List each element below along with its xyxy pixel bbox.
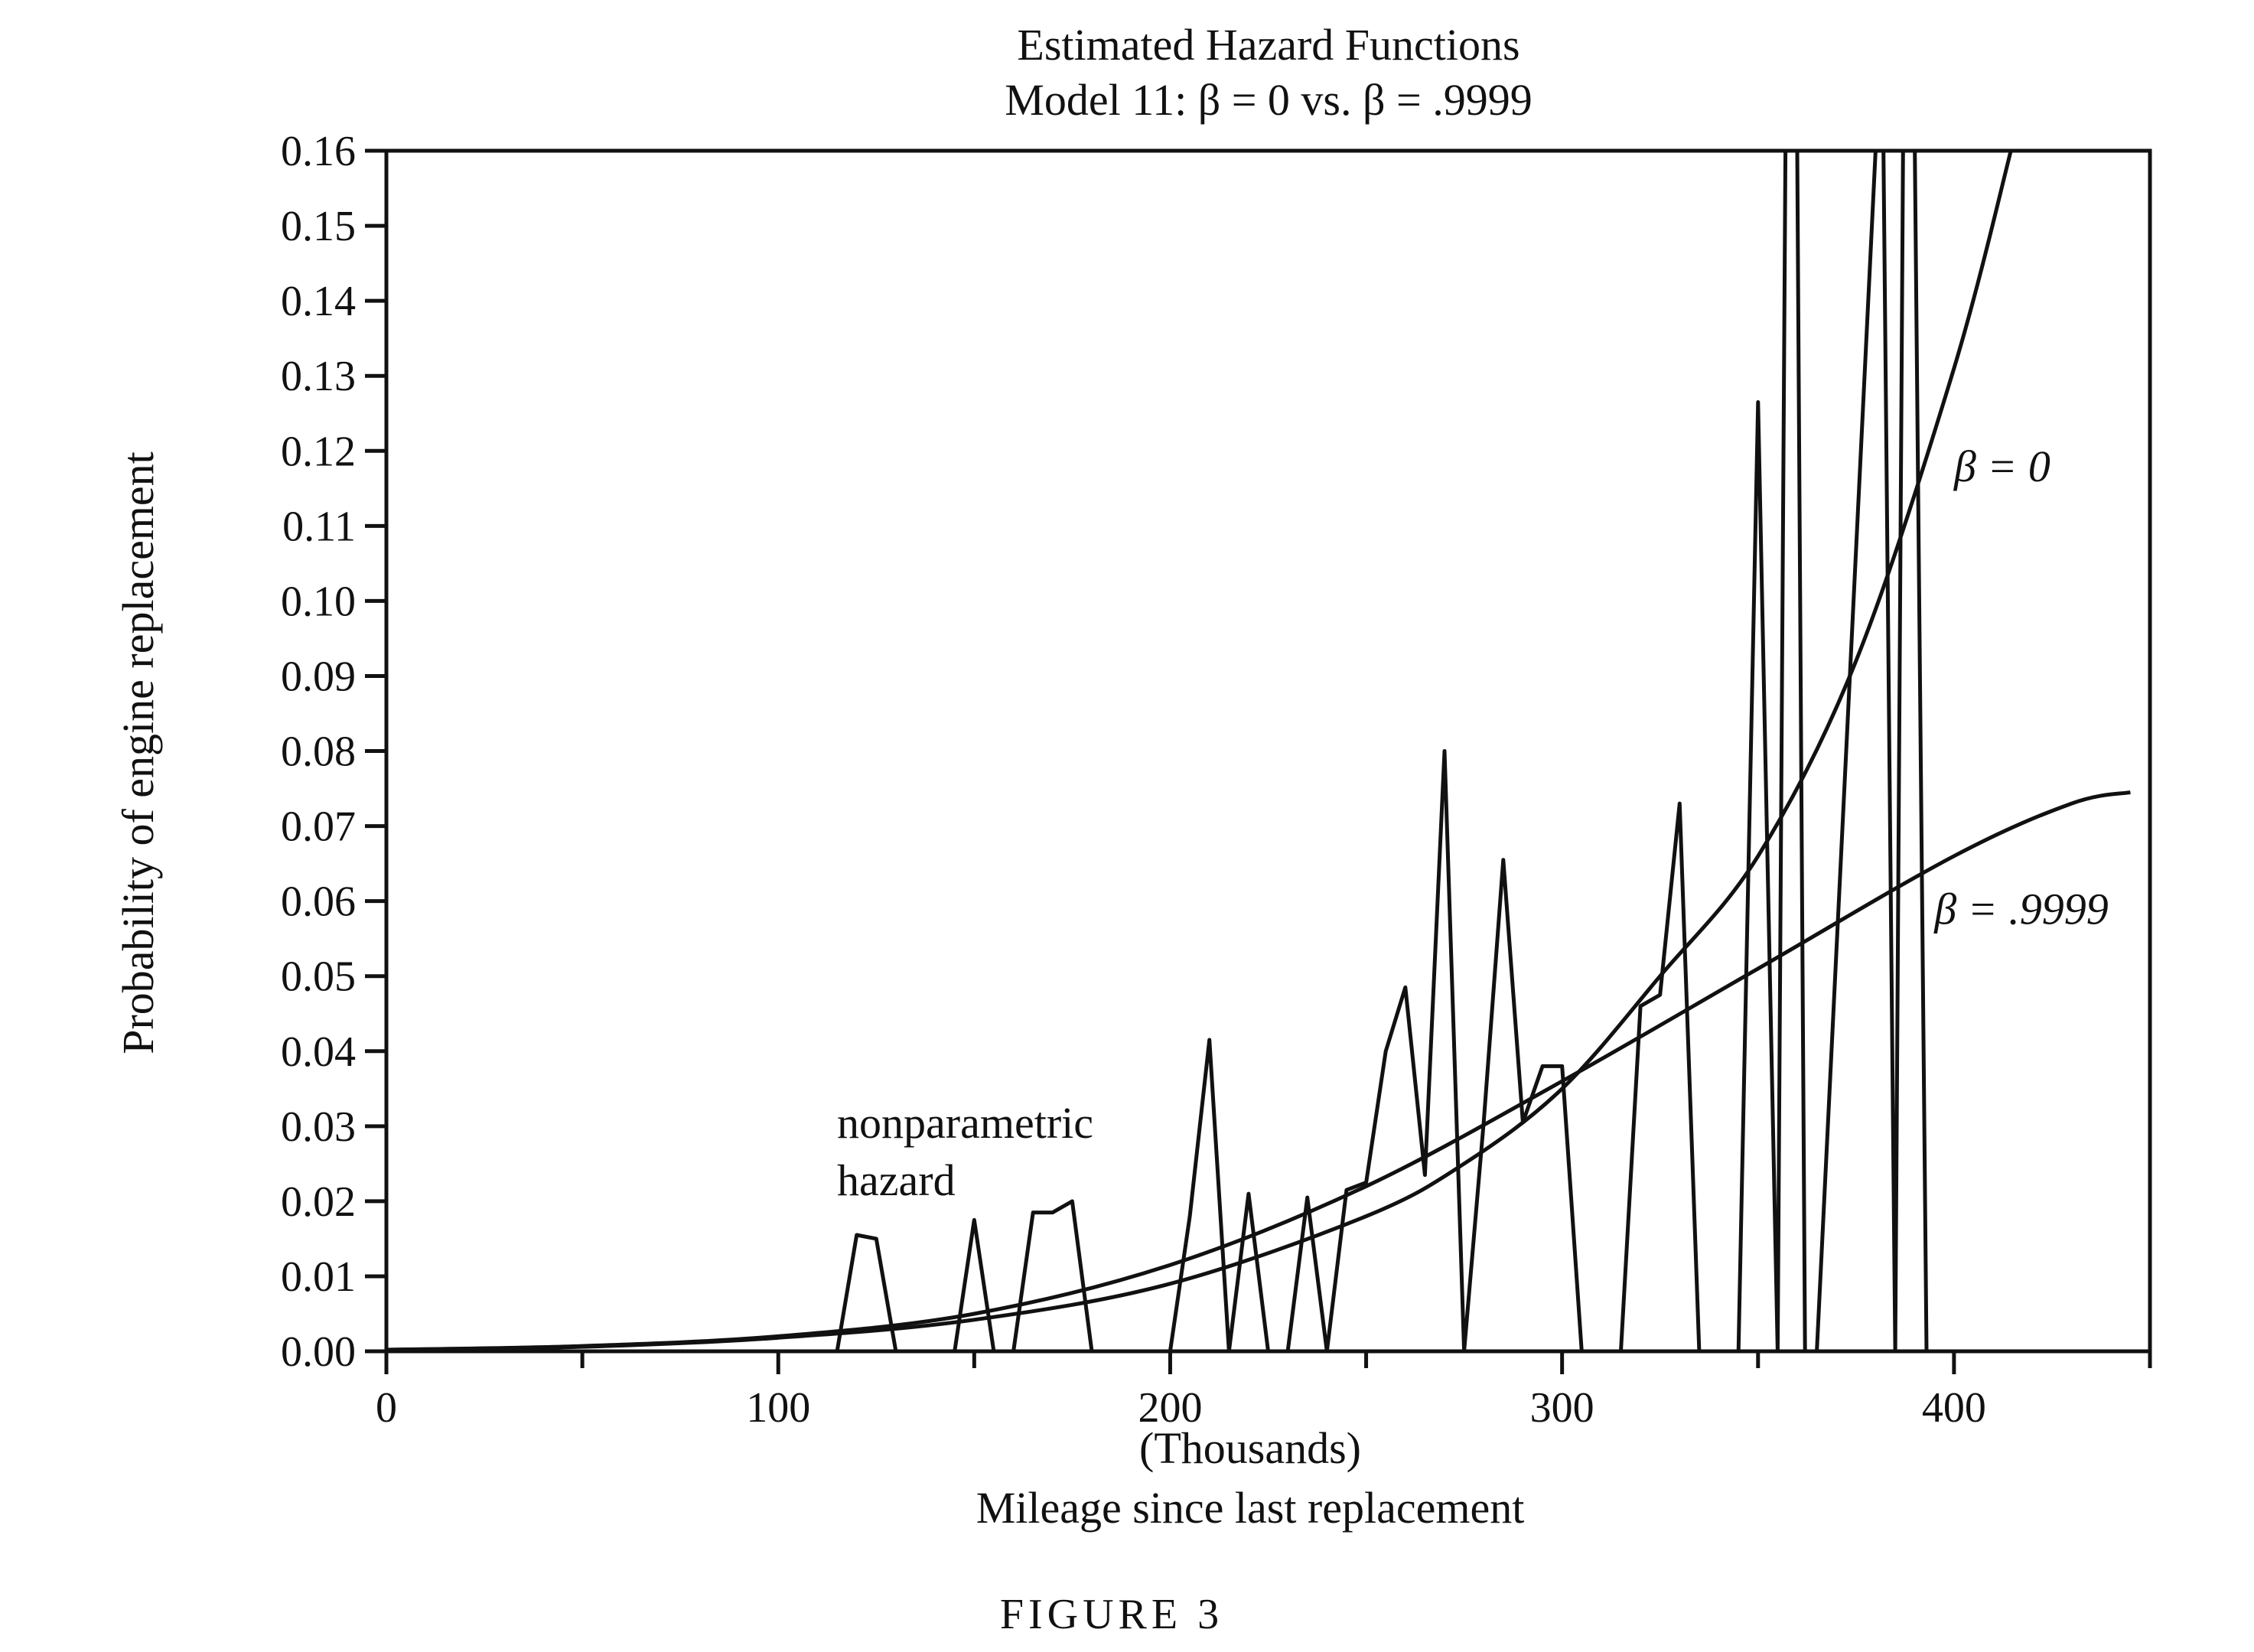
y-tick-label: 0.11 <box>282 503 356 550</box>
x-tick-label: 100 <box>746 1384 810 1432</box>
y-tick-label: 0.07 <box>281 803 356 851</box>
y-tick-label: 0.03 <box>281 1103 356 1151</box>
y-tick-label: 0.10 <box>281 578 356 625</box>
x-tick-label: 0 <box>376 1384 397 1432</box>
y-tick-label: 0.02 <box>281 1178 356 1226</box>
x-tick-label: 300 <box>1530 1384 1594 1432</box>
y-tick-label: 0.08 <box>281 728 356 776</box>
figure-caption: FIGURE 3 <box>1000 1591 1223 1638</box>
y-tick-label: 0.04 <box>281 1028 356 1076</box>
annotation-nonparametric-hazard: nonparametric hazard <box>837 1098 1104 1205</box>
y-tick-label: 0.13 <box>281 353 356 400</box>
x-tick-label: 400 <box>1922 1384 1986 1432</box>
x-tick-group: 0 100 200 300 400 <box>376 1351 2152 1432</box>
annotation-beta-0: β = 0 <box>1953 442 2050 491</box>
annotation-nonparametric-line1: nonparametric <box>837 1098 1093 1148</box>
y-tick-label: 0.01 <box>281 1253 356 1301</box>
y-tick-label: 0.14 <box>281 278 356 325</box>
x-axis-label: Mileage since last replacement <box>976 1483 1525 1533</box>
series-beta-0-line <box>386 149 2014 1352</box>
x-axis-unit: (Thousands) <box>1139 1423 1361 1473</box>
chart-subtitle: Model 11: β = 0 vs. β = .9999 <box>1005 75 1532 125</box>
y-tick-label: 0.15 <box>281 203 356 250</box>
chart-title: Estimated Hazard Functions <box>1017 20 1519 70</box>
x-tick-label: 200 <box>1138 1384 1202 1432</box>
series-beta-9999-line <box>386 790 2131 1352</box>
annotation-beta-9999: β = .9999 <box>1933 884 2109 934</box>
annotation-nonparametric-line2: hazard <box>837 1155 956 1205</box>
y-tick-label: 0.16 <box>281 128 356 175</box>
y-tick-group: 0.00 0.01 0.02 0.03 0.04 0.05 0.06 0.07 0.08 0.09… <box>281 128 386 1376</box>
y-tick-label: 0.05 <box>281 953 356 1001</box>
y-tick-label: 0.06 <box>281 878 356 926</box>
series-nonparametric-line <box>386 149 1929 1353</box>
series-layer <box>386 149 2131 1353</box>
y-tick-label: 0.00 <box>281 1328 356 1376</box>
y-tick-label: 0.09 <box>281 653 356 700</box>
y-tick-label: 0.12 <box>281 428 356 475</box>
y-axis-label: Probability of engine replacement <box>113 451 163 1054</box>
